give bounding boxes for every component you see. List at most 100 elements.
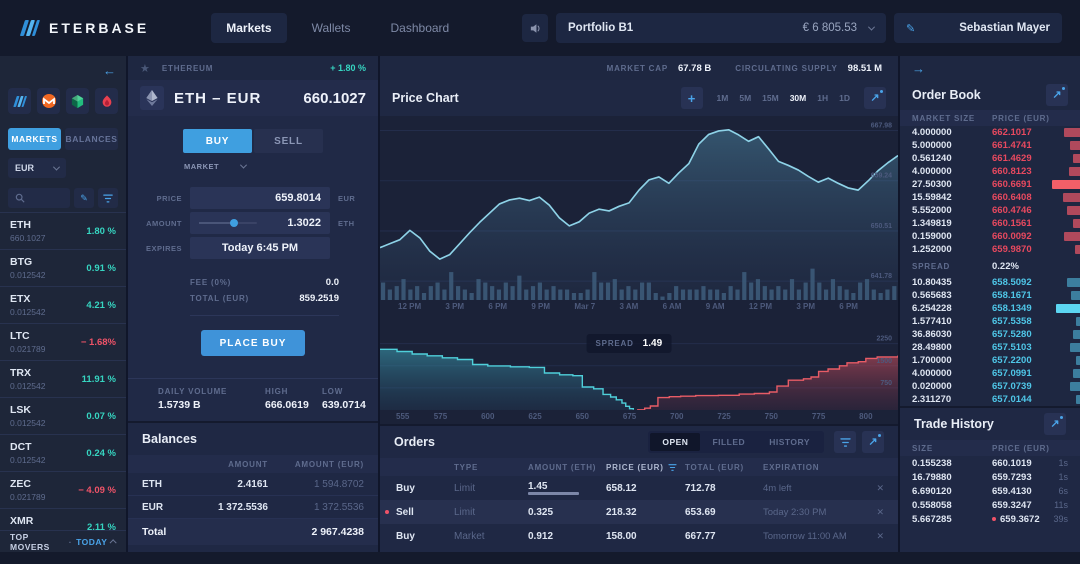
depth-bar (1056, 304, 1080, 313)
depth-chart[interactable]: SPREAD 1.49 750 1500 2250 (380, 326, 898, 410)
high-value: 666.0619 (265, 399, 309, 411)
timeframe-button[interactable]: 15M (762, 93, 779, 103)
timeframe-button[interactable]: 1D (839, 93, 850, 103)
sell-order-row[interactable]: 1.252000 659.9870 (900, 243, 1080, 256)
market-list-item[interactable]: XMR 0.012542 2.11 % (0, 508, 126, 530)
low-value: 639.0714 (322, 399, 366, 411)
price-value: 659.8014 (275, 192, 321, 204)
sell-order-row[interactable]: 15.59842 660.6408 (900, 191, 1080, 204)
coin-change: 1.80 % (86, 225, 116, 237)
buy-order-row[interactable]: 0.565683 658.1671 (900, 289, 1080, 302)
price-field[interactable]: 659.8014 (190, 187, 330, 209)
nav-tab[interactable]: Markets (211, 13, 287, 43)
buy-tab[interactable]: BUY (183, 129, 252, 153)
expand-chart-button[interactable]: ↗ (864, 87, 886, 109)
buy-order-row[interactable]: 6.254228 658.1349 (900, 302, 1080, 315)
order-price: 658.5092 (992, 277, 1032, 288)
filter-button[interactable] (98, 188, 118, 208)
buy-order-row[interactable]: 4.000000 657.0991 (900, 367, 1080, 380)
timeframe-button[interactable]: 30M (789, 93, 807, 103)
order-book-buys: 10.80435 658.5092 0.565683 658.1671 6.25… (900, 276, 1080, 406)
timeframe-button[interactable]: 5M (739, 93, 752, 103)
search-input[interactable] (8, 188, 70, 208)
market-list-item[interactable]: LTC 0.021789 − 1.68% (0, 323, 126, 360)
cancel-order-button[interactable]: ✕ (876, 506, 884, 517)
sort-filter-icon[interactable] (668, 463, 677, 471)
speaker-icon (530, 23, 540, 33)
order-side: Buy (396, 482, 415, 494)
trade-history-expand-button[interactable]: ↗ (1044, 413, 1066, 435)
buy-order-row[interactable]: 10.80435 658.5092 (900, 276, 1080, 289)
quote-currency-select[interactable]: EUR (8, 158, 66, 178)
brand[interactable]: ETERBASE (18, 17, 149, 39)
cancel-order-button[interactable]: ✕ (876, 482, 884, 493)
sell-order-row[interactable]: 4.000000 660.8123 (900, 165, 1080, 178)
buy-order-row[interactable]: 1.700000 657.2200 (900, 354, 1080, 367)
depth-price-tick: 600 (481, 412, 495, 421)
amount-slider[interactable] (199, 219, 257, 227)
sidebar-search-row: ✎ (8, 188, 118, 208)
amount-field[interactable]: 1.3022 (190, 212, 330, 234)
market-list-item[interactable]: ETH 660.1027 1.80 % (0, 212, 126, 249)
market-list-item[interactable]: DCT 0.012542 0.24 % (0, 434, 126, 471)
tab-markets[interactable]: MARKETS (8, 128, 61, 150)
asset-eterbase-tile[interactable] (8, 88, 31, 114)
market-list-item[interactable]: TRX 0.012542 11.91 % (0, 360, 126, 397)
orders-tab[interactable]: FILLED (712, 437, 746, 447)
market-list-item[interactable]: ETX 0.012542 4.21 % (0, 286, 126, 323)
sell-order-row[interactable]: 1.349819 660.1561 (900, 217, 1080, 230)
market-list-item[interactable]: LSK 0.012542 0.07 % (0, 397, 126, 434)
sell-order-row[interactable]: 5.000000 661.4741 (900, 139, 1080, 152)
order-book-header: Order Book ↗ (900, 80, 1080, 110)
cancel-order-button[interactable]: ✕ (876, 530, 884, 541)
nav-tab[interactable]: Wallets (311, 21, 351, 35)
orders-tab[interactable]: OPEN (650, 433, 701, 451)
order-type-select[interactable]: MARKET (184, 158, 248, 174)
balance-row: ETH 2.4161 1 594.8702 (128, 473, 378, 496)
collapse-sidebar-button[interactable]: ← (103, 62, 116, 78)
portfolio-selector[interactable]: Portfolio B1 € 6 805.53 (556, 13, 886, 43)
sell-order-row[interactable]: 0.561240 661.4629 (900, 152, 1080, 165)
buy-order-row[interactable]: 36.86030 657.5280 (900, 328, 1080, 341)
order-size: 4.000000 (912, 166, 952, 177)
asset-nem-tile[interactable] (66, 88, 89, 114)
timeframe-button[interactable]: 1H (817, 93, 829, 103)
sell-order-row[interactable]: 0.159000 660.0092 (900, 230, 1080, 243)
buy-order-row[interactable]: 1.577410 657.5358 (900, 315, 1080, 328)
expand-column-button[interactable]: → (912, 60, 925, 76)
orders-tab[interactable]: HISTORY (769, 437, 810, 447)
orders-filter-button[interactable] (834, 431, 856, 453)
sell-order-row[interactable]: 27.50300 660.6691 (900, 178, 1080, 191)
price-chart[interactable]: 667.98 659.24 650.51 641.78 (380, 116, 898, 300)
buy-order-row[interactable]: 0.020000 657.0739 (900, 380, 1080, 393)
market-list-item[interactable]: BTG 0.012542 0.91 % (0, 249, 126, 286)
add-indicator-button[interactable]: + (680, 87, 703, 109)
buy-order-row[interactable]: 28.49800 657.5103 (900, 341, 1080, 354)
edit-list-button[interactable]: ✎ (74, 188, 94, 208)
sell-order-row[interactable]: 4.000000 662.1017 (900, 126, 1080, 139)
orders-expand-button[interactable]: ↗ (862, 431, 884, 453)
sell-order-row[interactable]: 5.552000 660.4746 (900, 204, 1080, 217)
notifications-button[interactable] (522, 14, 548, 42)
buy-order-row[interactable]: 2.311270 657.0144 (900, 393, 1080, 406)
sell-tab[interactable]: SELL (254, 129, 323, 153)
top-movers-toggle[interactable]: TOP MOVERS · TODAY (0, 530, 126, 552)
order-book-expand-button[interactable]: ↗ (1046, 84, 1068, 106)
amount-unit: ETH (338, 218, 355, 228)
market-list-item[interactable]: ZEC 0.021789 − 4.09 % (0, 471, 126, 508)
slider-knob[interactable] (230, 219, 239, 227)
user-menu[interactable]: ✎ Sebastian Mayer (894, 13, 1062, 43)
tab-balances[interactable]: BALANCES (65, 128, 118, 150)
asset-monero-tile[interactable] (37, 88, 60, 114)
nav-tab[interactable]: Dashboard (390, 21, 450, 35)
asset-ember-tile[interactable] (95, 88, 118, 114)
depth-price-tick: 725 (717, 412, 731, 421)
svg-text:659.24: 659.24 (871, 171, 892, 179)
place-buy-button[interactable]: PLACE BUY (201, 330, 305, 356)
timeframe-button[interactable]: 1M (716, 93, 729, 103)
favorite-star-icon[interactable]: ★ (140, 62, 150, 75)
main-nav-tabs: Markets Wallets Dashboard (211, 13, 464, 43)
coin-symbol: XMR (10, 515, 34, 527)
trade-history-table-header: SIZE PRICE (EUR) (900, 440, 1080, 456)
expires-field[interactable]: Today 6:45 PM (190, 237, 330, 259)
